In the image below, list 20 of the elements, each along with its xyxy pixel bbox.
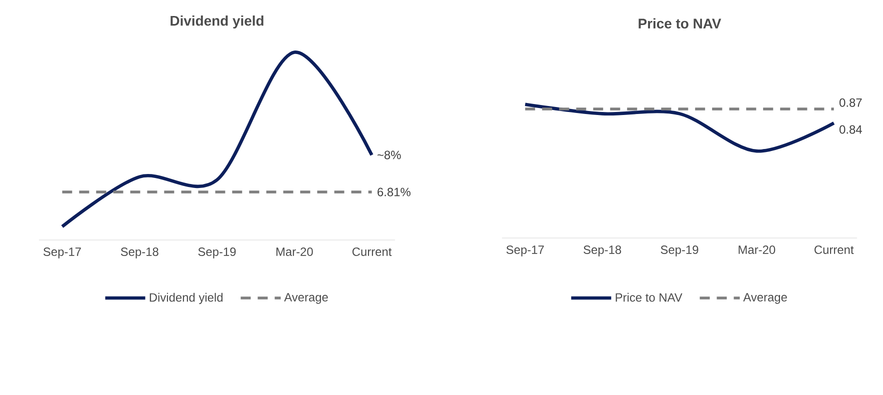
x-tick-label: Mar-20 <box>276 248 313 256</box>
x-tick-label: Sep-17 <box>506 246 544 256</box>
chart-title: Dividend yield <box>170 15 264 28</box>
x-tick-label: Current <box>352 248 392 256</box>
data-label: 0.87 <box>840 98 862 107</box>
legend-label: Price to NAV <box>616 292 682 302</box>
data-label: 6.81% <box>378 188 410 196</box>
x-tick-label: Sep-17 <box>43 248 81 258</box>
legend-label: Average <box>284 293 328 304</box>
legend-label: Average <box>743 293 787 304</box>
x-tick-label: Current <box>814 246 854 254</box>
x-tick-label: Sep-18 <box>584 246 622 256</box>
data-label: 0.84 <box>840 125 862 134</box>
x-tick-label: Sep-18 <box>120 248 158 258</box>
chart-title: Price to NAV <box>638 18 722 29</box>
x-tick-label: Sep-19 <box>198 248 236 258</box>
data-label: ~8% <box>378 150 401 160</box>
x-tick-label: Mar-20 <box>738 246 776 254</box>
x-tick-label: Sep-19 <box>660 246 698 256</box>
legend-label: Dividend yield <box>150 292 223 304</box>
